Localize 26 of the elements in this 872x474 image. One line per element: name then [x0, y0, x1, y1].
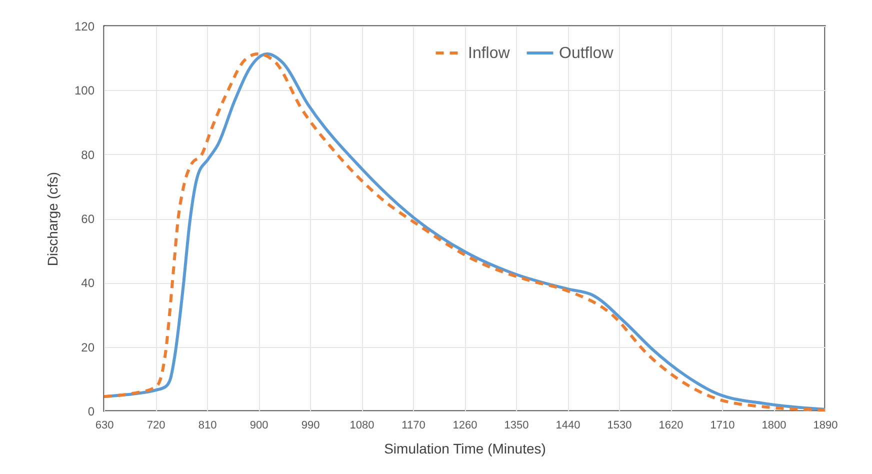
x-tick-label: 1800: [762, 420, 786, 432]
x-tick-label: 1710: [710, 420, 735, 432]
x-tick-label: 630: [95, 420, 114, 432]
x-tick-label: 720: [146, 420, 166, 432]
legend-label: Outflow: [559, 45, 614, 62]
y-tick-label: 120: [74, 20, 95, 34]
legend-label: Inflow: [468, 45, 510, 62]
x-tick-label: 990: [301, 420, 320, 432]
y-tick-label: 20: [81, 340, 95, 354]
x-tick-label: 1080: [350, 420, 374, 432]
y-tick-label: 40: [81, 276, 95, 290]
y-tick-label: 60: [81, 212, 95, 226]
y-tick-label: 0: [88, 404, 95, 418]
x-tick-label: 900: [250, 420, 268, 432]
x-axis-title: Simulation Time (Minutes): [384, 440, 546, 456]
x-tick-label: 1260: [452, 420, 478, 432]
x-tick-label: 1440: [556, 420, 580, 432]
x-tick-label: 1890: [813, 420, 838, 432]
x-tick-label: 1350: [504, 420, 529, 432]
y-tick-label: 80: [81, 148, 95, 162]
x-tick-label: 1530: [607, 420, 632, 432]
x-tick-label: 810: [198, 420, 217, 432]
y-axis-title: Discharge (cfs): [44, 172, 60, 266]
x-tick-label: 1620: [658, 420, 684, 432]
x-tick-label: 1170: [402, 420, 426, 432]
y-tick-label: 100: [74, 84, 95, 98]
